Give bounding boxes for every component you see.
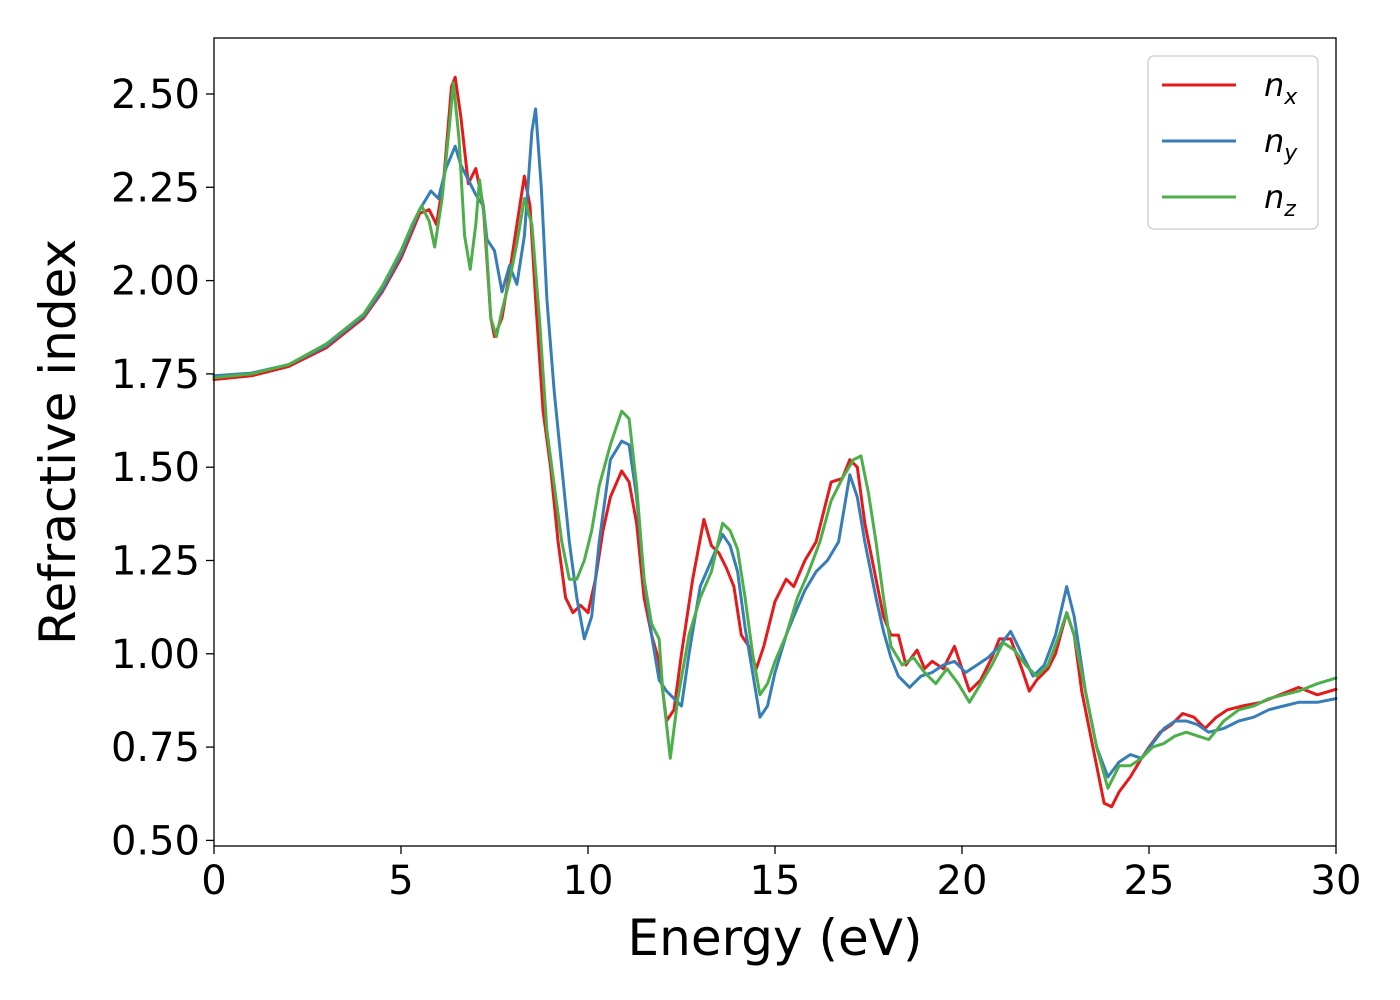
legend-label-nz: nz	[1264, 178, 1296, 222]
legend: nx ny nz	[1147, 55, 1319, 230]
legend-label-nx: nx	[1264, 66, 1298, 110]
series-line-nx	[212, 75, 1338, 809]
x-tick-label: 25	[1124, 858, 1175, 904]
y-tick-label: 0.50	[111, 818, 200, 864]
series-layer	[212, 75, 1338, 809]
x-tick-label: 0	[201, 858, 226, 904]
y-axis-label: Refractive index	[29, 239, 87, 645]
x-tick-label: 5	[388, 858, 413, 904]
y-tick-label: 2.50	[111, 72, 200, 118]
series-line-ny	[212, 107, 1338, 779]
y-tick-label: 2.25	[111, 165, 200, 211]
x-tick-label: 15	[750, 858, 801, 904]
legend-label-ny: ny	[1264, 122, 1298, 166]
y-tick-label: 1.00	[111, 632, 200, 678]
x-tick-label: 30	[1311, 858, 1362, 904]
y-tick-label: 1.75	[111, 352, 200, 398]
y-tick-label: 0.75	[111, 725, 200, 771]
x-axis-label: Energy (eV)	[628, 909, 923, 967]
y-tick-label: 2.00	[111, 259, 200, 305]
x-tick-label: 10	[563, 858, 614, 904]
y-tick-label: 1.25	[111, 538, 200, 584]
series-line-nz	[212, 81, 1338, 790]
y-tick-label: 1.50	[111, 445, 200, 491]
ticks-layer: 0 5 10 15 20 25 30 0.50 0.75 1.00 1.25 1.50 1.75 2.00…	[111, 72, 1362, 904]
x-tick-label: 20	[937, 858, 988, 904]
